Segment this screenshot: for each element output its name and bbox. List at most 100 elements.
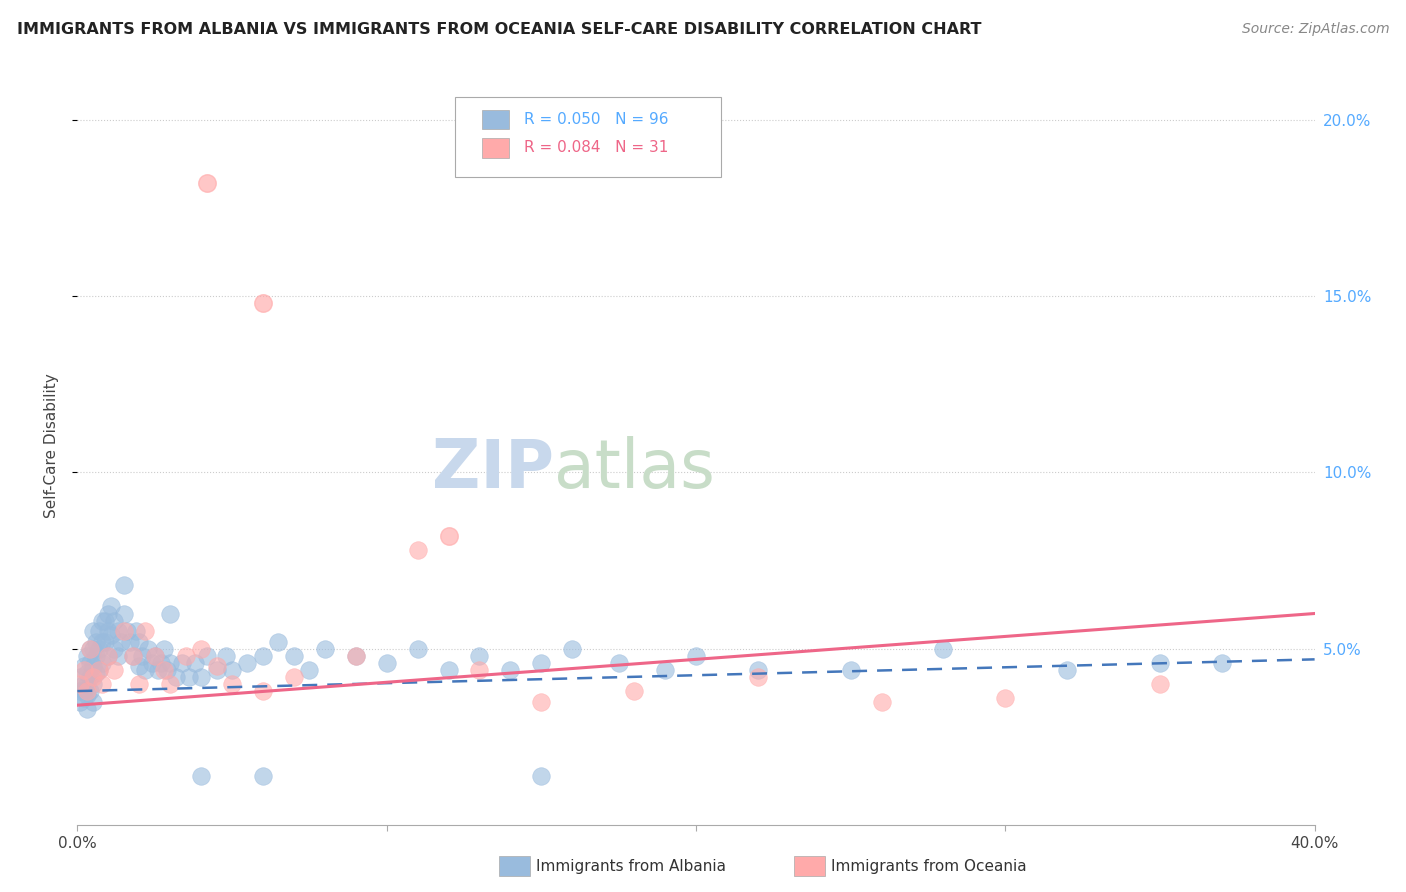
Point	[112, 607, 135, 621]
Point	[530, 656, 553, 670]
Point	[375, 656, 398, 670]
Point	[143, 648, 166, 663]
Point	[870, 695, 893, 709]
Point	[76, 688, 98, 702]
Point	[267, 634, 290, 648]
Point	[112, 578, 135, 592]
Point	[159, 607, 181, 621]
Point	[406, 543, 429, 558]
Point	[623, 684, 645, 698]
Point	[87, 663, 110, 677]
Point	[530, 695, 553, 709]
Point	[72, 663, 94, 677]
Point	[252, 769, 274, 783]
Point	[97, 648, 120, 663]
Point	[97, 607, 120, 621]
Point	[82, 659, 104, 673]
Point	[252, 684, 274, 698]
Point	[87, 663, 110, 677]
Point	[437, 663, 460, 677]
Point	[122, 648, 145, 663]
Point	[72, 691, 94, 706]
Point	[468, 648, 491, 663]
Point	[499, 663, 522, 677]
Point	[298, 663, 321, 677]
FancyBboxPatch shape	[482, 110, 509, 129]
Point	[91, 656, 114, 670]
Point	[94, 634, 117, 648]
Point	[82, 641, 104, 656]
Point	[314, 641, 336, 656]
Point	[172, 656, 194, 670]
Point	[69, 670, 91, 684]
Point	[156, 663, 179, 677]
Point	[747, 670, 769, 684]
Point	[221, 677, 243, 691]
Point	[79, 656, 101, 670]
Point	[79, 684, 101, 698]
Point	[72, 677, 94, 691]
Point	[252, 648, 274, 663]
Point	[69, 695, 91, 709]
Point	[128, 659, 150, 673]
Point	[1149, 656, 1171, 670]
Point	[125, 624, 148, 639]
Text: Immigrants from Albania: Immigrants from Albania	[536, 859, 725, 873]
Point	[146, 663, 169, 677]
Point	[72, 684, 94, 698]
Point	[107, 624, 129, 639]
Point	[79, 670, 101, 684]
Point	[215, 648, 238, 663]
Point	[94, 614, 117, 628]
Point	[1149, 677, 1171, 691]
Point	[344, 648, 367, 663]
Point	[153, 641, 176, 656]
Point	[82, 677, 104, 691]
Point	[107, 648, 129, 663]
Point	[118, 634, 141, 648]
Text: Immigrants from Oceania: Immigrants from Oceania	[831, 859, 1026, 873]
Point	[153, 663, 176, 677]
Point	[76, 666, 98, 681]
Point	[122, 648, 145, 663]
Point	[72, 659, 94, 673]
Point	[561, 641, 583, 656]
Point	[100, 599, 122, 614]
Point	[100, 628, 122, 642]
Point	[82, 670, 104, 684]
Point	[76, 684, 98, 698]
Point	[76, 702, 98, 716]
Point	[283, 648, 305, 663]
Point	[839, 663, 862, 677]
Point	[468, 663, 491, 677]
Text: R = 0.050   N = 96: R = 0.050 N = 96	[524, 112, 668, 128]
Point	[221, 663, 243, 677]
Point	[252, 296, 274, 310]
Point	[1056, 663, 1078, 677]
Text: ZIP: ZIP	[432, 436, 554, 501]
Point	[184, 656, 207, 670]
Point	[195, 648, 218, 663]
Point	[205, 659, 228, 673]
Point	[110, 634, 132, 648]
Point	[84, 634, 107, 648]
Point	[344, 648, 367, 663]
Point	[79, 641, 101, 656]
Point	[82, 695, 104, 709]
Point	[236, 656, 259, 670]
Point	[143, 648, 166, 663]
Point	[190, 670, 212, 684]
Point	[747, 663, 769, 677]
Point	[205, 663, 228, 677]
Point	[69, 677, 91, 691]
Point	[91, 677, 114, 691]
Point	[654, 663, 676, 677]
Point	[406, 641, 429, 656]
Point	[76, 677, 98, 691]
Point	[190, 769, 212, 783]
Point	[112, 624, 135, 639]
Point	[530, 769, 553, 783]
Point	[190, 641, 212, 656]
Point	[141, 656, 163, 670]
Point	[283, 670, 305, 684]
